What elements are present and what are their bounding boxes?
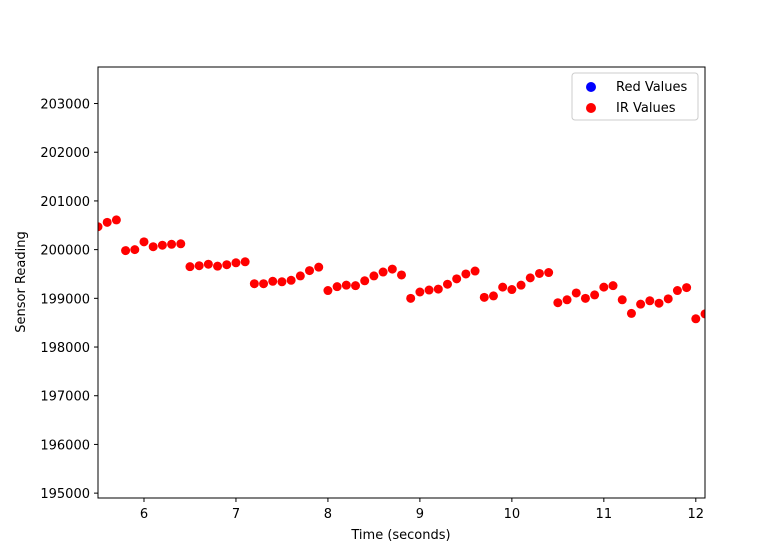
data-point-ir-values: [488, 291, 498, 301]
data-point-ir-values: [544, 268, 554, 278]
data-point-ir-values: [194, 261, 204, 271]
data-point-ir-values: [691, 314, 701, 324]
data-point-ir-values: [332, 282, 342, 292]
data-point-ir-values: [498, 282, 508, 292]
data-point-ir-values: [461, 269, 471, 279]
data-point-ir-values: [102, 217, 112, 227]
data-point-ir-values: [479, 292, 489, 302]
data-point-ir-values: [277, 277, 287, 287]
data-point-ir-values: [268, 276, 278, 286]
data-point-ir-values: [305, 266, 315, 276]
data-point-ir-values: [636, 299, 646, 309]
data-point-ir-values: [130, 245, 140, 255]
legend-label-ir-values: IR Values: [616, 101, 676, 116]
data-point-ir-values: [645, 296, 655, 306]
x-tick-label: 9: [416, 507, 424, 522]
data-point-ir-values: [314, 262, 324, 272]
data-point-ir-values: [525, 273, 535, 283]
data-point-ir-values: [415, 287, 425, 297]
data-point-ir-values: [470, 266, 480, 276]
data-point-ir-values: [571, 288, 581, 298]
data-point-ir-values: [654, 298, 664, 308]
data-point-ir-values: [442, 279, 452, 289]
y-tick-label: 195000: [40, 487, 90, 502]
data-point-ir-values: [341, 280, 351, 290]
data-point-ir-values: [148, 242, 158, 252]
data-point-ir-values: [157, 240, 167, 250]
data-point-ir-values: [406, 293, 416, 303]
data-point-ir-values: [397, 270, 406, 280]
data-point-ir-values: [231, 258, 241, 268]
data-point-ir-values: [608, 281, 618, 291]
data-point-ir-values: [176, 239, 186, 249]
data-point-ir-values: [360, 276, 370, 286]
data-point-ir-values: [213, 261, 223, 271]
x-tick-label: 8: [324, 507, 332, 522]
x-tick-label: 6: [140, 507, 148, 522]
data-point-ir-values: [351, 281, 361, 291]
data-point-ir-values: [203, 259, 213, 269]
data-point-ir-values: [682, 283, 692, 293]
x-tick-label: 7: [232, 507, 240, 522]
data-point-ir-values: [672, 286, 682, 296]
data-point-ir-values: [562, 295, 572, 305]
x-axis-label: Time (seconds): [350, 528, 450, 543]
y-tick-label: 197000: [40, 390, 90, 405]
data-point-ir-values: [617, 295, 627, 305]
x-tick-label: 10: [504, 507, 521, 522]
data-point-ir-values: [534, 268, 544, 278]
x-tick-label: 11: [596, 507, 613, 522]
legend-box: [571, 72, 699, 121]
data-point-ir-values: [139, 237, 149, 247]
y-tick-label: 199000: [40, 292, 90, 307]
data-point-ir-values: [286, 275, 296, 285]
data-point-ir-values: [599, 282, 609, 292]
data-points: [98, 215, 705, 324]
y-axis-label: Sensor Reading: [14, 231, 29, 332]
y-tick-label: 196000: [40, 438, 90, 453]
data-point-ir-values: [121, 246, 131, 256]
data-point-ir-values: [507, 285, 517, 295]
data-point-ir-values: [590, 290, 600, 300]
legend-marker-red-values: [586, 82, 596, 92]
data-point-ir-values: [323, 286, 333, 296]
legend-marker-ir-values: [586, 103, 596, 113]
data-point-ir-values: [424, 285, 434, 295]
data-point-ir-values: [433, 284, 443, 294]
data-point-ir-values: [387, 264, 397, 274]
y-tick-label: 201000: [40, 195, 90, 210]
data-point-ir-values: [249, 279, 259, 289]
y-tick-label: 203000: [40, 98, 90, 113]
x-tick-label: 12: [688, 507, 705, 522]
data-point-ir-values: [111, 215, 121, 225]
data-point-ir-values: [369, 271, 379, 281]
data-point-ir-values: [295, 271, 305, 281]
x-axis: 6 7 8 9 10 11 12: [140, 498, 704, 522]
legend: Red Values IR Values: [571, 72, 699, 121]
data-point-ir-values: [626, 308, 636, 318]
data-point-ir-values: [222, 260, 232, 270]
data-point-ir-values: [167, 239, 177, 249]
data-point-ir-values: [516, 280, 526, 290]
data-point-ir-values: [98, 222, 103, 232]
data-point-ir-values: [185, 262, 195, 272]
y-axis: 195000 196000 197000 198000 199000 200000 2010…: [40, 98, 98, 502]
data-point-ir-values: [700, 309, 705, 319]
legend-label-red-values: Red Values: [616, 80, 688, 95]
y-tick-label: 202000: [40, 146, 90, 161]
y-tick-label: 198000: [40, 341, 90, 356]
y-tick-label: 200000: [40, 244, 90, 259]
data-point-ir-values: [553, 298, 563, 308]
data-point-ir-values: [240, 257, 250, 267]
data-point-ir-values: [259, 279, 269, 289]
data-point-ir-values: [663, 294, 673, 304]
data-point-ir-values: [452, 274, 462, 284]
plot-frame: [97, 66, 706, 499]
data-point-ir-values: [580, 293, 590, 303]
data-point-ir-values: [378, 267, 388, 277]
